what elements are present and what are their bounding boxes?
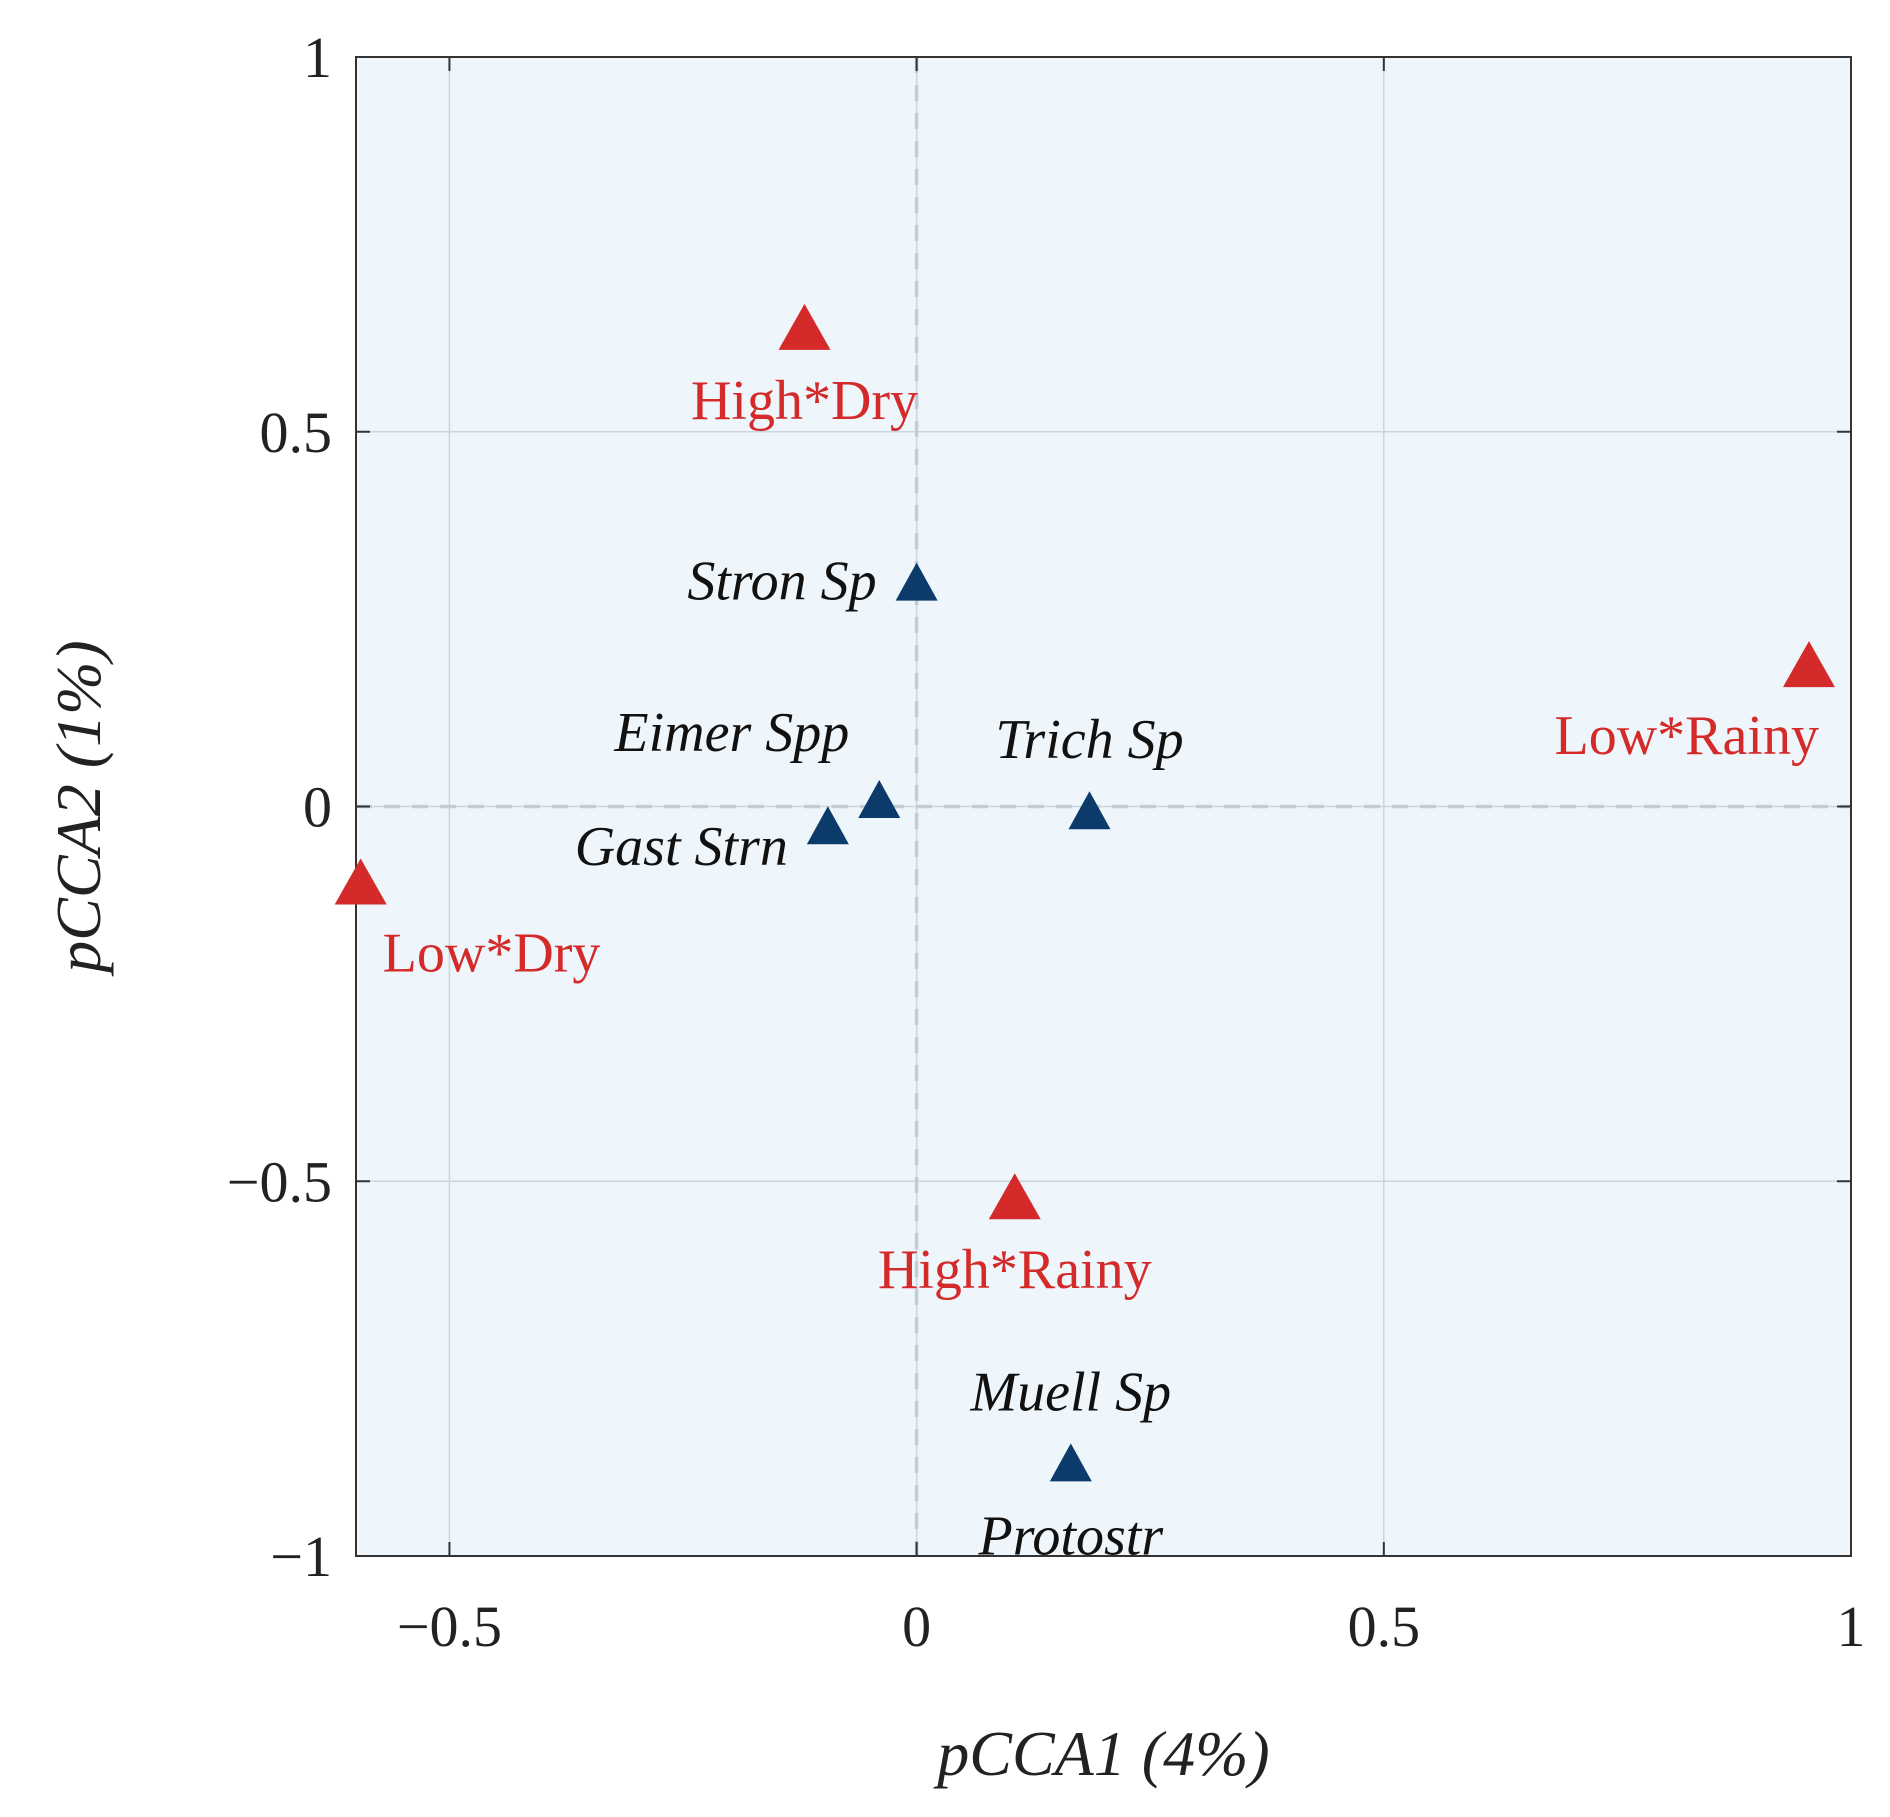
x-tick-label: 0 xyxy=(902,1594,931,1659)
triangle-marker xyxy=(806,806,849,845)
triangle-marker xyxy=(1068,791,1111,830)
y-tick-label: 1 xyxy=(303,25,332,90)
point-label: High*Dry xyxy=(691,370,918,432)
point-label: High*Rainy xyxy=(878,1239,1152,1301)
point-labels: High*Dry Low*Dry Low*Rainy High*Rainy Stron … xyxy=(383,370,1819,1567)
x-tick-label: −0.5 xyxy=(397,1594,502,1659)
x-tick-label: 1 xyxy=(1837,1594,1866,1659)
data-points xyxy=(334,303,1835,1482)
point-label: Trich Sp xyxy=(995,709,1183,771)
x-axis-title: pCCA1 (4%) xyxy=(933,1718,1269,1789)
point-label: Protostr xyxy=(977,1505,1163,1567)
y-tick-label: 0.5 xyxy=(260,400,333,465)
point-label: Eimer Spp xyxy=(613,702,849,764)
axis-ticks: −0.5 0 0.5 1 −1 −0.5 0 0.5 1 xyxy=(227,25,1866,1659)
y-tick-label: −0.5 xyxy=(227,1149,332,1214)
y-axis-title: pCCA2 (1%) xyxy=(43,640,114,976)
triangle-marker xyxy=(1049,1443,1092,1482)
triangle-marker xyxy=(988,1173,1041,1220)
point-label: Stron Sp xyxy=(687,551,876,613)
triangle-marker xyxy=(334,858,387,905)
y-tick-label: 0 xyxy=(303,775,332,840)
point-label: Low*Dry xyxy=(383,922,601,984)
triangle-marker xyxy=(1782,641,1835,688)
reference-lines xyxy=(356,57,1851,1556)
y-tick-label: −1 xyxy=(270,1524,332,1589)
point-label: Muell Sp xyxy=(969,1361,1171,1423)
x-tick-label: 0.5 xyxy=(1348,1594,1421,1659)
triangle-marker xyxy=(895,562,938,601)
triangle-marker xyxy=(778,303,831,350)
point-label: Gast Strn xyxy=(575,816,788,878)
triangle-marker xyxy=(858,780,901,819)
point-label: Low*Rainy xyxy=(1555,705,1819,767)
